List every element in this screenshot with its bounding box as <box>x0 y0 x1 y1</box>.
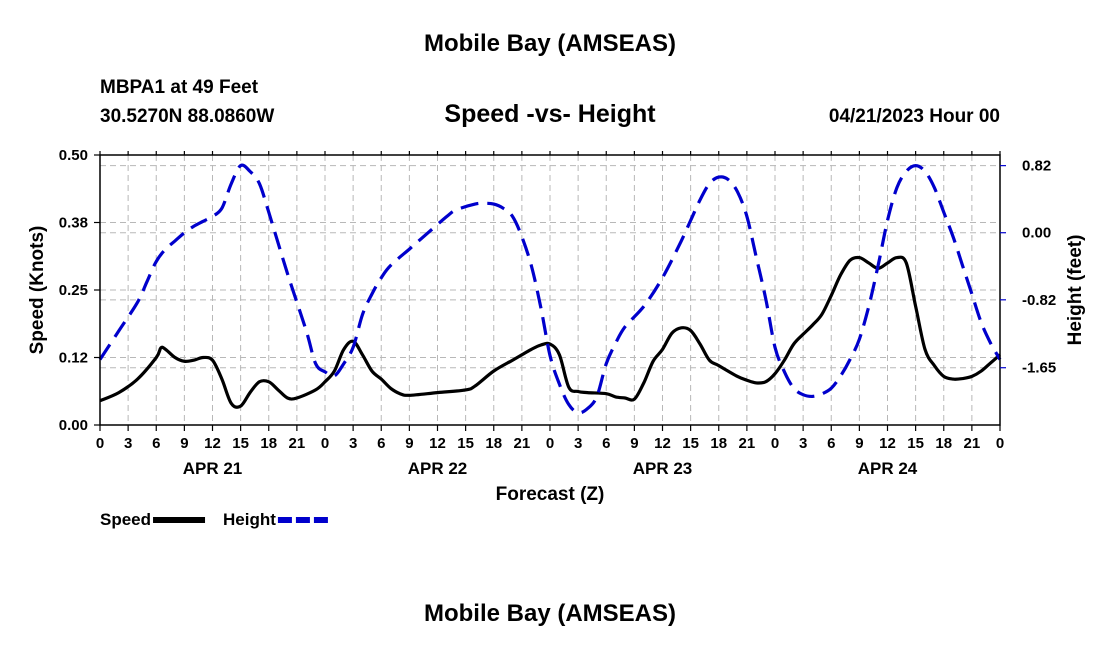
x-tick-label: 0 <box>96 435 104 452</box>
y-tick-label-left: 0.25 <box>59 282 88 299</box>
x-tick-label: 6 <box>152 435 160 452</box>
x-tick-label: 21 <box>289 435 306 452</box>
series-lines <box>98 163 1002 415</box>
axis-labels: 0 3 6 9 12 15 18 21 0 3 6 9 12 15 18 21 0 3 6 9 12 15 18 21 0 3 6 9… <box>27 147 1086 505</box>
y-tick-label-left: 0.38 <box>59 215 88 232</box>
x-tick-label: 21 <box>964 435 981 452</box>
day-label: APR 21 <box>183 459 243 478</box>
legend-label: Height <box>223 510 276 529</box>
y-axis-title-left: Speed (Knots) <box>27 226 48 355</box>
y-tick-label-right: -1.65 <box>1022 360 1056 377</box>
x-tick-label: 21 <box>739 435 756 452</box>
x-tick-label: 9 <box>630 435 638 452</box>
speed-series-line <box>99 255 1002 409</box>
y-tick-label-right: 0.82 <box>1022 158 1051 175</box>
x-axis-title: Forecast (Z) <box>496 484 605 505</box>
day-label: APR 22 <box>408 459 468 478</box>
x-tick-label: 12 <box>879 435 896 452</box>
day-label: APR 24 <box>858 459 918 478</box>
x-tick-label: 9 <box>180 435 188 452</box>
legend-label: Speed <box>100 510 151 529</box>
x-tick-label: 3 <box>349 435 357 452</box>
x-tick-label: 6 <box>377 435 385 452</box>
x-tick-label: 3 <box>574 435 582 452</box>
y-axis-title-right: Height (feet) <box>1065 235 1086 346</box>
x-tick-label: 12 <box>204 435 221 452</box>
station-name: MBPA1 at 49 Feet <box>100 77 259 98</box>
y-tick-label-left: 0.50 <box>59 147 88 164</box>
second-chart-title: Mobile Bay (AMSEAS) <box>423 600 677 627</box>
x-tick-label: 15 <box>232 435 249 452</box>
x-tick-label: 0 <box>996 435 1004 452</box>
x-tick-label: 0 <box>771 435 779 452</box>
x-tick-label: 15 <box>457 435 474 452</box>
axis-ticks <box>94 151 1006 431</box>
station-coordinates: 30.5270N 88.0860W <box>100 106 275 127</box>
x-tick-label: 12 <box>429 435 446 452</box>
x-tick-label: 21 <box>514 435 531 452</box>
x-tick-label: 9 <box>405 435 413 452</box>
y-tick-label-left: 0.00 <box>59 417 88 434</box>
x-tick-label: 12 <box>654 435 671 452</box>
x-tick-label: 18 <box>260 435 277 452</box>
x-tick-label: 18 <box>485 435 502 452</box>
y-tick-label-left: 0.12 <box>59 350 88 367</box>
x-tick-label: 3 <box>124 435 132 452</box>
chart-subtitle: Speed -vs- Height <box>444 100 656 128</box>
y-tick-label-right: 0.00 <box>1022 225 1051 242</box>
grid-lines <box>100 155 1000 425</box>
x-tick-label: 3 <box>799 435 807 452</box>
legend: Speed Height <box>100 510 330 529</box>
chart-title: Mobile Bay (AMSEAS) <box>423 30 677 57</box>
x-tick-label: 0 <box>546 435 554 452</box>
x-tick-label: 6 <box>827 435 835 452</box>
y-tick-label-right: -0.82 <box>1022 292 1056 309</box>
forecast-datetime: 04/21/2023 Hour 00 <box>828 106 1000 127</box>
x-tick-label: 18 <box>710 435 727 452</box>
x-tick-label: 15 <box>682 435 699 452</box>
x-tick-label: 0 <box>321 435 329 452</box>
height-series-line <box>98 163 1002 415</box>
x-tick-label: 6 <box>602 435 610 452</box>
x-tick-label: 15 <box>907 435 924 452</box>
x-tick-label: 18 <box>935 435 952 452</box>
day-label: APR 23 <box>633 459 693 478</box>
x-tick-label: 9 <box>855 435 863 452</box>
